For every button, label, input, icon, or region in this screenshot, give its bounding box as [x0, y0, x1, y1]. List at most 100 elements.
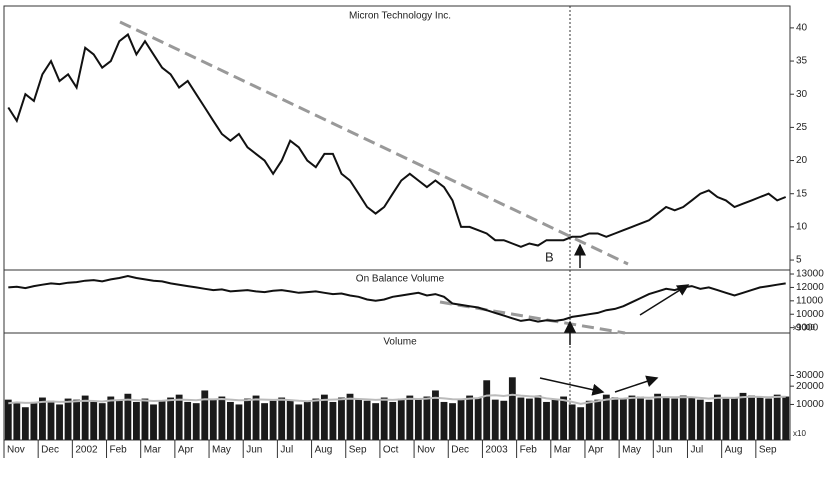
x-tick-label: Nov [7, 445, 25, 456]
x-tick-label: Aug [725, 445, 743, 456]
y-tick-label: 35 [796, 56, 808, 67]
volume-bar [124, 393, 132, 440]
volume-bar [4, 399, 12, 440]
x-tick-label: Nov [417, 445, 435, 456]
volume-bar [731, 398, 738, 440]
volume-bar [508, 377, 516, 440]
y-tick-label: 30 [796, 89, 808, 100]
volume-bar [440, 401, 448, 440]
x-tick-label: Oct [383, 445, 399, 456]
volume-bar [261, 403, 268, 440]
volume-bar [696, 399, 704, 440]
volume-bar [184, 401, 192, 440]
price-line [7, 32, 787, 248]
volume-bar [389, 401, 397, 440]
volume-bar [13, 403, 21, 440]
obv-trendline [439, 300, 626, 335]
price-trendline [119, 20, 629, 266]
volume-bar [81, 395, 89, 440]
volume-bar [64, 398, 72, 440]
y-tick-label: 20000 [796, 381, 824, 392]
volume-bar [619, 398, 627, 440]
volume-bar [355, 399, 362, 440]
unit-label: x1000 [793, 323, 815, 332]
x-tick-label: Mar [144, 445, 162, 456]
volume-bar [432, 390, 439, 440]
volume-bar [269, 400, 277, 440]
volume-bar [107, 396, 115, 440]
y-tick-label: 25 [796, 122, 808, 133]
y-tick-label: 30000 [796, 370, 824, 381]
x-tick-label: Apr [178, 445, 194, 456]
unit-label: x10 [793, 429, 806, 438]
volume-bar [372, 403, 380, 440]
arrow [614, 375, 659, 393]
volume-bar [654, 393, 661, 440]
volume-bar [491, 399, 499, 440]
volume-bar [167, 397, 175, 440]
volume-bar [662, 397, 670, 440]
volume-bar [218, 396, 226, 440]
volume-bar [295, 404, 303, 440]
volume-bar [278, 397, 286, 440]
volume-bar [380, 397, 388, 440]
volume-bar [73, 399, 81, 440]
volume-bar [56, 404, 63, 440]
volume-bar [483, 380, 491, 440]
volume-bar [329, 401, 337, 440]
volume-bar [158, 400, 166, 440]
volume-bar [320, 394, 328, 440]
volume-bar [423, 396, 431, 440]
volume-bar [115, 399, 123, 440]
chart-title: Micron Technology Inc. [349, 11, 451, 22]
volume-bar [98, 403, 106, 440]
x-tick-label: Jul [280, 445, 293, 456]
volume-bar [594, 399, 602, 440]
volume-bar [150, 404, 157, 440]
volume-bar [782, 396, 790, 440]
volume-bar [773, 394, 781, 440]
volume-bar [551, 399, 559, 440]
volume-bar [628, 395, 636, 440]
x-tick-label: Feb [520, 445, 538, 456]
average-line [8, 393, 786, 405]
y-tick-label: 9000 [796, 322, 819, 333]
panel-title: On Balance Volume [356, 274, 445, 285]
volume-bar [688, 396, 696, 440]
volume-bar [671, 398, 679, 440]
volume-bar [756, 397, 764, 440]
volume-bar [303, 401, 311, 440]
y-tick-label: 40 [796, 23, 808, 34]
volume-bar [517, 397, 525, 440]
volume-bar [449, 403, 456, 440]
volume-bar [209, 399, 217, 440]
x-tick-label: Dec [451, 445, 469, 456]
y-tick-label: 10000 [796, 309, 824, 320]
volume-bar [397, 398, 405, 440]
volume-bar [30, 401, 38, 440]
x-tick-label: Jun [246, 445, 262, 456]
volume-bar [722, 397, 730, 440]
volume-bar [338, 397, 345, 440]
x-tick-label: 2003 [485, 445, 508, 456]
volume-bar [47, 400, 55, 440]
y-tick-label: 12000 [796, 282, 824, 293]
volume-bar [679, 395, 687, 440]
x-tick-label: Apr [588, 445, 604, 456]
volume-bar [466, 395, 474, 440]
x-tick-label: Dec [41, 445, 59, 456]
volume-bar [611, 397, 619, 440]
volume-bar [235, 404, 243, 440]
volume-bar [602, 394, 610, 440]
volume-bar [141, 398, 149, 440]
volume-bar [560, 396, 568, 440]
panel-title: Volume [383, 337, 417, 348]
volume-bar [363, 400, 371, 440]
volume-bar [568, 404, 576, 440]
volume-bar [739, 392, 747, 440]
volume-bar [577, 407, 585, 440]
volume-bar [500, 400, 508, 440]
volume-bar [534, 395, 542, 440]
x-tick-label: Sep [349, 445, 367, 456]
